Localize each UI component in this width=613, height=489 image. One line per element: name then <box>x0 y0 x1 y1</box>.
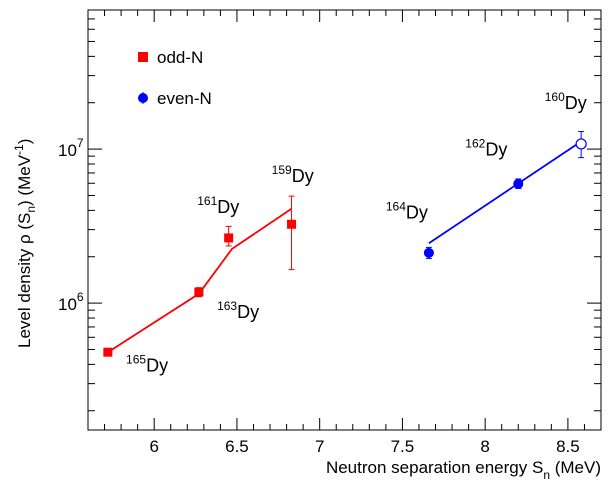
data-point-circle <box>423 247 434 258</box>
isotope-element: Dy <box>485 139 507 159</box>
y-axis-label-main: Level density ρ (S <box>15 213 34 348</box>
legend: odd-N even-N <box>138 48 212 108</box>
isotope-mass: 163 <box>217 299 237 313</box>
legend-label: odd-N <box>157 48 203 67</box>
isotope-mass: 159 <box>272 163 292 177</box>
x-tick-label: 8.5 <box>556 437 580 456</box>
isotope-label: 160Dy <box>545 90 587 113</box>
data-point-square <box>194 287 204 297</box>
y-axis-label-mid: ) (MeV <box>15 154 34 206</box>
x-axis-label: Neutron separation energy Sn (MeV) <box>326 458 601 482</box>
isotope-mass: 165 <box>126 352 146 366</box>
fit-lines <box>107 140 582 353</box>
x-axis-label-sub: n <box>543 468 550 482</box>
x-axis-label-unit: (MeV) <box>550 458 601 477</box>
x-tick-label: 7.5 <box>391 437 415 456</box>
y-tick-label: 107 <box>58 136 84 160</box>
data-point-square <box>287 219 297 229</box>
y-axis-label: Level density ρ (Sn) (MeV-1) <box>12 139 38 348</box>
x-tick-label: 6.5 <box>225 437 249 456</box>
isotope-label: 165Dy <box>126 352 168 375</box>
data-point-open-circle <box>575 138 587 150</box>
data-points <box>103 131 587 357</box>
isotope-element: Dy <box>146 355 168 375</box>
isotope-label: 161Dy <box>197 194 239 217</box>
x-axis-label-main: Neutron separation energy S <box>326 458 543 477</box>
data-point-circle <box>513 178 524 189</box>
x-tick-labels: 6 6.5 7 7.5 8 8.5 <box>149 437 579 456</box>
isotope-element: Dy <box>217 197 239 217</box>
isotope-element: Dy <box>565 93 587 113</box>
isotope-element: Dy <box>292 166 314 186</box>
legend-label: even-N <box>157 89 212 108</box>
isotope-element: Dy <box>406 202 428 222</box>
isotope-label: 163Dy <box>217 299 259 322</box>
legend-marker-square <box>138 52 148 62</box>
data-point-square <box>103 347 113 357</box>
axis-ticks <box>87 9 602 430</box>
fit-line-odd-N <box>107 207 293 353</box>
isotope-label: 159Dy <box>272 163 314 186</box>
legend-marker-circle <box>138 93 148 103</box>
isotope-mass: 161 <box>197 194 217 208</box>
x-tick-label: 8 <box>480 437 489 456</box>
plot-frame <box>87 9 602 431</box>
x-tick-label: 6 <box>149 437 158 456</box>
isotope-mass: 160 <box>545 90 565 104</box>
y-axis-label-sup: -1 <box>12 144 26 155</box>
isotope-label: 162Dy <box>465 136 507 159</box>
isotope-element: Dy <box>237 302 259 322</box>
isotope-mass: 164 <box>386 199 406 213</box>
y-axis-label-sub: n <box>24 206 38 213</box>
y-tick-label-base: 10 <box>58 295 77 314</box>
fit-line-even-N <box>428 140 582 244</box>
isotope-mass: 162 <box>465 136 485 150</box>
y-axis-label-end: ) <box>15 139 34 145</box>
y-tick-label-base: 10 <box>58 141 77 160</box>
isotope-label: 164Dy <box>386 199 428 222</box>
y-tick-label-exponent: 7 <box>77 136 84 150</box>
y-tick-label: 106 <box>58 290 84 314</box>
data-point-square <box>224 233 234 243</box>
x-tick-label: 7 <box>315 437 324 456</box>
y-tick-label-exponent: 6 <box>77 290 84 304</box>
